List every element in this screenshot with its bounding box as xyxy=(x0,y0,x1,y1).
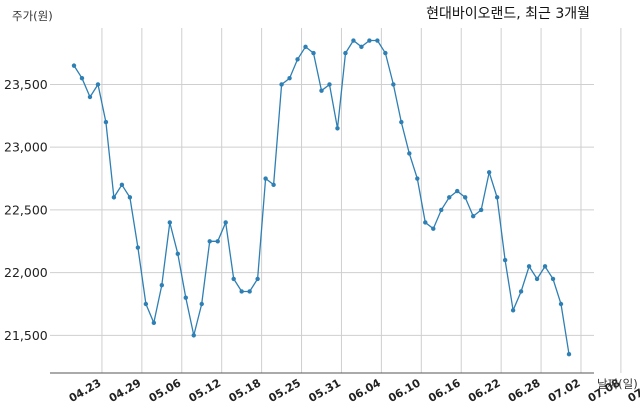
y-tick-label: 23,500 xyxy=(4,77,48,92)
data-point xyxy=(335,126,340,131)
x-tick-label: 06.10 xyxy=(386,376,423,405)
data-point xyxy=(399,119,404,125)
data-point xyxy=(247,289,252,294)
data-point xyxy=(159,282,165,288)
x-tick-label: 04.23 xyxy=(67,376,104,405)
data-point xyxy=(95,82,101,87)
data-point xyxy=(303,44,308,50)
data-point xyxy=(103,119,109,125)
data-point xyxy=(79,75,85,81)
y-tick-label: 22,500 xyxy=(4,202,48,217)
data-point xyxy=(295,57,300,62)
data-point xyxy=(463,195,468,200)
data-point xyxy=(215,239,220,244)
data-point xyxy=(550,276,556,282)
grid-lines xyxy=(50,28,622,373)
data-point xyxy=(319,88,324,93)
data-point xyxy=(279,82,284,87)
data-point xyxy=(231,276,236,282)
data-point xyxy=(287,75,292,81)
x-tick-label: 06.22 xyxy=(466,376,503,405)
x-tick-label: 04.29 xyxy=(107,376,144,405)
y-tick-label: 23,000 xyxy=(4,140,48,155)
x-tick-label: 07.02 xyxy=(546,376,583,405)
data-point xyxy=(375,38,380,43)
data-point xyxy=(518,289,524,294)
data-point xyxy=(223,220,228,225)
data-point xyxy=(415,176,420,181)
data-point xyxy=(494,195,500,200)
data-point xyxy=(343,50,348,56)
y-tick-label: 21,500 xyxy=(4,328,48,343)
data-point xyxy=(311,50,316,56)
data-point xyxy=(367,38,372,43)
y-axis-label: 주가(원) xyxy=(12,9,53,23)
x-axis-label: 날짜(일) xyxy=(597,377,638,391)
data-point xyxy=(455,188,460,194)
data-point xyxy=(534,276,540,282)
data-point xyxy=(502,257,508,263)
data-point xyxy=(486,170,492,175)
data-point xyxy=(191,333,196,338)
x-tick-label: 06.28 xyxy=(506,376,543,405)
data-point xyxy=(271,182,276,188)
x-tick-label: 05.06 xyxy=(147,376,184,405)
data-point xyxy=(351,38,356,43)
data-point xyxy=(470,213,476,219)
data-point xyxy=(71,63,77,68)
data-point xyxy=(542,264,548,269)
price-series-line xyxy=(73,39,570,355)
data-point xyxy=(510,308,516,313)
x-tick-label: 05.25 xyxy=(266,376,303,405)
x-tick-label: 05.18 xyxy=(226,376,263,405)
y-tick-label: 22,000 xyxy=(4,265,48,280)
data-point xyxy=(359,44,364,50)
data-point xyxy=(478,207,484,213)
data-point xyxy=(407,151,412,156)
data-point xyxy=(207,239,212,244)
y-tick-labels: 21,500 22,000 22,500 23,000 23,500 xyxy=(4,77,48,343)
x-tick-labels: 04.23 04.29 05.06 05.12 05.18 05.25 05.31 06.04… xyxy=(67,376,640,405)
data-point xyxy=(327,82,332,87)
data-point xyxy=(431,226,436,231)
x-tick-label: 05.31 xyxy=(306,376,343,405)
data-point xyxy=(566,351,572,357)
x-tick-label: 06.04 xyxy=(346,376,383,405)
data-point xyxy=(383,50,388,56)
data-point xyxy=(143,301,149,307)
data-point xyxy=(263,176,268,181)
data-point xyxy=(199,301,204,307)
data-point xyxy=(423,220,428,225)
data-point xyxy=(239,289,244,294)
data-point xyxy=(151,320,157,326)
data-point xyxy=(135,245,141,250)
price-points xyxy=(71,38,572,357)
x-tick-label: 05.12 xyxy=(187,376,224,405)
data-point xyxy=(255,276,260,282)
data-point xyxy=(87,94,93,100)
chart-title: 현대바이오랜드, 최근 3개월 xyxy=(426,6,590,22)
x-tick-label: 06.16 xyxy=(426,376,463,405)
data-point xyxy=(183,295,188,300)
data-point xyxy=(558,301,564,307)
data-point xyxy=(127,195,133,200)
data-point xyxy=(391,82,396,87)
data-point xyxy=(175,251,180,257)
data-point xyxy=(111,195,117,200)
data-point xyxy=(167,220,173,225)
data-point xyxy=(119,182,125,188)
data-point xyxy=(439,207,444,213)
data-point xyxy=(526,264,532,269)
data-point xyxy=(447,195,452,200)
